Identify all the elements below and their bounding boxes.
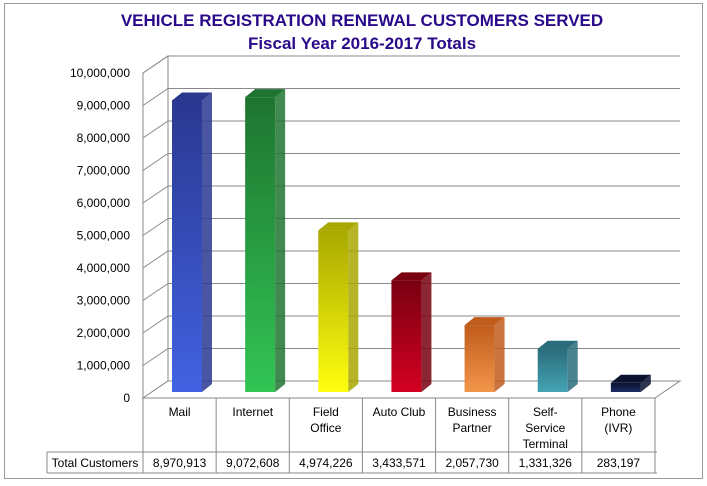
bar-front bbox=[245, 97, 276, 392]
gridline bbox=[142, 315, 680, 334]
chart-subtitle: Fiscal Year 2016-2017 Totals bbox=[248, 34, 476, 53]
chart-frame bbox=[4, 3, 703, 479]
bar-top bbox=[245, 89, 286, 98]
category-label: Self- bbox=[533, 405, 558, 419]
bar-business-partner bbox=[464, 317, 505, 392]
series-name-cell: Total Customers bbox=[52, 456, 139, 470]
gridline bbox=[142, 218, 680, 236]
bar-mail bbox=[172, 92, 212, 393]
bar-top bbox=[537, 340, 578, 349]
bar-top bbox=[172, 92, 212, 101]
category-label: Auto Club bbox=[373, 405, 426, 419]
gridline bbox=[142, 120, 680, 139]
bar-side bbox=[348, 222, 359, 392]
category-label: Terminal bbox=[523, 437, 568, 451]
y-tick-label: 3,000,000 bbox=[77, 294, 131, 308]
gridline bbox=[142, 283, 680, 301]
y-tick-label: 10,000,000 bbox=[70, 66, 130, 80]
bar-autoclub bbox=[391, 272, 432, 392]
y-tick-label: 6,000,000 bbox=[77, 196, 131, 210]
value-cell: 1,331,326 bbox=[519, 456, 573, 470]
chart-title: VEHICLE REGISTRATION RENEWAL CUSTOMERS S… bbox=[121, 11, 603, 30]
value-cell: 2,057,730 bbox=[445, 456, 499, 470]
bar-top bbox=[464, 317, 505, 326]
bar-self--service-terminal bbox=[537, 340, 578, 392]
bar-side bbox=[202, 92, 212, 393]
category-label: Partner bbox=[452, 421, 491, 435]
gridline bbox=[142, 250, 680, 269]
bar-side bbox=[275, 89, 286, 392]
bar-front bbox=[610, 382, 641, 392]
value-cell: 3,433,571 bbox=[372, 456, 426, 470]
y-tick-label: 9,000,000 bbox=[77, 99, 131, 113]
bar-front bbox=[391, 280, 422, 392]
bar-side bbox=[640, 374, 651, 392]
category-label: Internet bbox=[232, 405, 273, 419]
bar-top bbox=[391, 272, 432, 281]
bar-side bbox=[494, 317, 505, 392]
bar-phone-ivr bbox=[610, 374, 651, 392]
y-tick-label: 4,000,000 bbox=[77, 261, 131, 275]
category-label: Business bbox=[448, 405, 497, 419]
bar-top bbox=[318, 222, 359, 231]
bar-top bbox=[610, 374, 651, 383]
value-cell: 9,072,608 bbox=[226, 456, 280, 470]
bar-front bbox=[172, 100, 202, 393]
value-cell: 4,974,226 bbox=[299, 456, 353, 470]
y-tick-label: 0 bbox=[123, 391, 130, 405]
bar-field-office bbox=[318, 222, 359, 392]
y-tick-label: 1,000,000 bbox=[77, 359, 131, 373]
y-tick-label: 8,000,000 bbox=[77, 131, 131, 145]
bar-side bbox=[567, 340, 578, 392]
gridline bbox=[142, 153, 680, 171]
y-tick-label: 5,000,000 bbox=[77, 229, 131, 243]
value-cell: 283,197 bbox=[597, 456, 641, 470]
gridline bbox=[142, 185, 680, 204]
bar-front bbox=[318, 230, 349, 392]
category-label: Service bbox=[525, 421, 565, 435]
y-tick-label: 2,000,000 bbox=[77, 326, 131, 340]
bar-side bbox=[421, 272, 432, 392]
gridline bbox=[142, 88, 680, 106]
bar-front bbox=[464, 325, 495, 392]
category-label: Mail bbox=[169, 405, 191, 419]
bar-internet bbox=[245, 89, 286, 392]
y-tick-label: 7,000,000 bbox=[77, 164, 131, 178]
value-cell: 8,970,913 bbox=[153, 456, 207, 470]
gridline bbox=[142, 348, 680, 366]
category-label: (IVR) bbox=[604, 421, 632, 435]
bar-front bbox=[537, 348, 568, 392]
category-label: Field bbox=[313, 405, 339, 419]
gridline bbox=[142, 55, 680, 74]
category-label: Phone bbox=[601, 405, 636, 419]
category-label: Office bbox=[310, 421, 341, 435]
